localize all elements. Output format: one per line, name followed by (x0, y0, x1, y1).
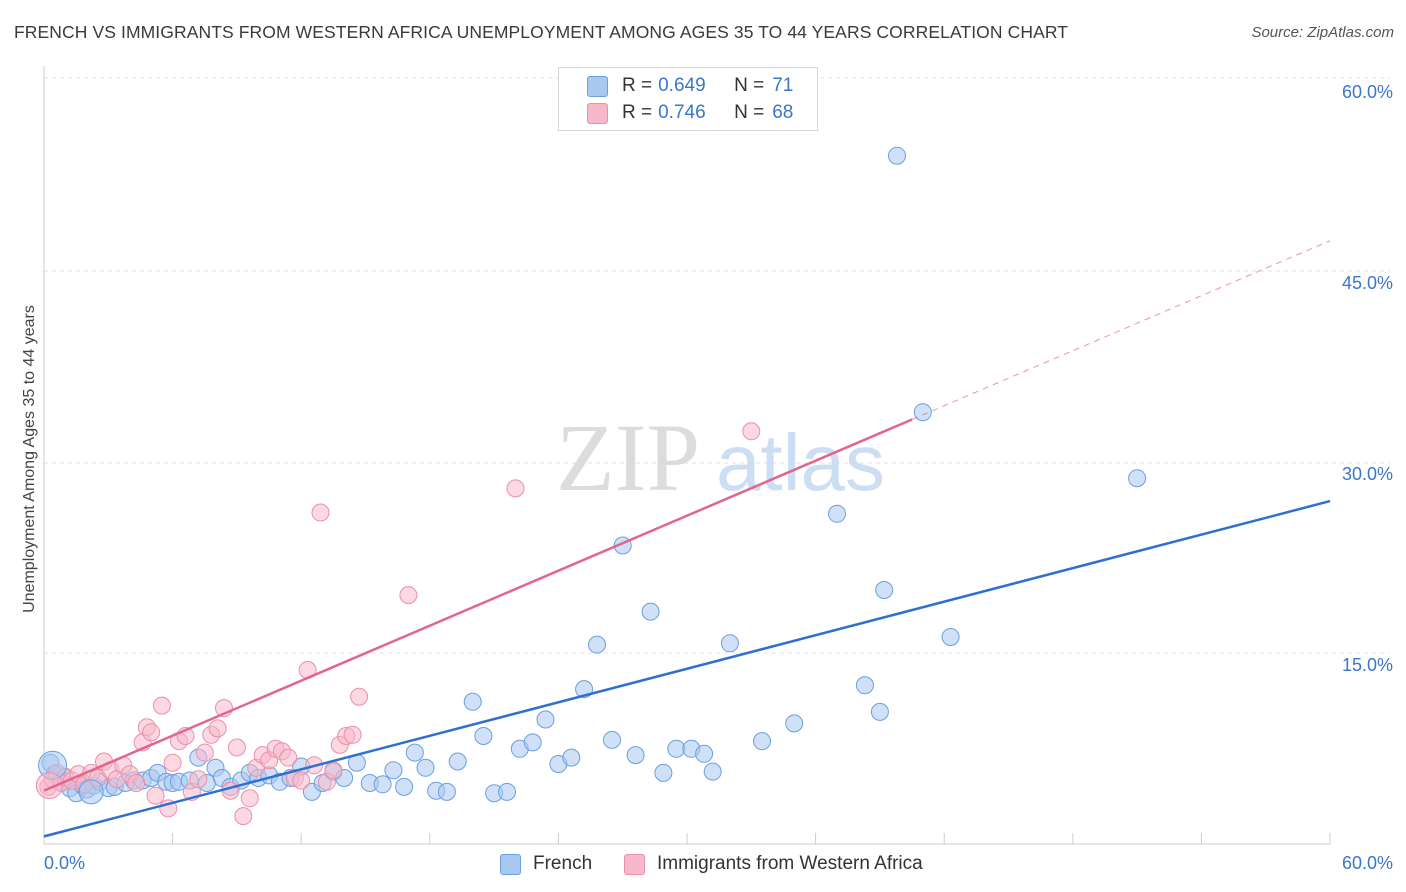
legend-n-label: N = (734, 102, 765, 123)
data-point-immigrants (195, 743, 214, 762)
legend-row-french: R = 0.649 N = 71 (587, 74, 793, 98)
data-point-french (463, 692, 482, 711)
bottom-legend-swatch-immigrants (624, 853, 645, 875)
data-point-french (395, 777, 414, 796)
data-point-french (654, 763, 673, 782)
legend-r-label: R = (622, 75, 653, 96)
x-tick-label: 60.0% (1342, 853, 1393, 873)
y-tick-label: 45.0% (1342, 273, 1393, 293)
chart-title: FRENCH VS IMMIGRANTS FROM WESTERN AFRICA… (14, 22, 1069, 42)
data-point-immigrants (324, 761, 343, 780)
data-point-french (913, 403, 932, 422)
watermark-zip: ZIP (556, 404, 700, 511)
legend-swatch-french (587, 75, 608, 97)
data-point-french (536, 710, 555, 729)
data-point-french (405, 743, 424, 762)
data-point-french (437, 782, 456, 801)
data-point-immigrants (240, 789, 259, 808)
data-point-immigrants (399, 586, 418, 605)
bottom-legend-french[interactable]: French (500, 852, 592, 876)
data-point-immigrants (146, 786, 165, 805)
y-tick-label: 60.0% (1342, 82, 1393, 102)
bottom-legend-label-immigrants: Immigrants from Western Africa (657, 853, 923, 874)
data-point-french (785, 714, 804, 733)
y-tick-label: 15.0% (1342, 655, 1393, 675)
legend-n-value: 68 (772, 102, 794, 123)
data-point-immigrants (208, 719, 227, 738)
data-point-immigrants (152, 696, 171, 715)
legend-swatch-immigrants (587, 102, 608, 124)
data-points (35, 146, 1147, 826)
data-point-immigrants (221, 781, 240, 800)
data-point-french (695, 744, 714, 763)
data-point-french (641, 602, 660, 621)
data-point-immigrants (189, 770, 208, 789)
data-point-immigrants (227, 738, 246, 757)
tick-labels: 15.0% 30.0% 45.0% 60.0% 0.0% 60.0% (44, 82, 1393, 873)
data-point-french (875, 581, 894, 599)
grid-lines (44, 77, 1390, 654)
data-point-immigrants (127, 774, 146, 792)
data-point-french (588, 635, 606, 654)
x-tick-label: 0.0% (44, 853, 85, 873)
legend-n-label: N = (734, 75, 765, 96)
trend-lines (43, 240, 1331, 838)
data-point-french (384, 761, 403, 780)
data-point-french (753, 732, 771, 751)
data-point-immigrants (279, 748, 298, 767)
data-point-french (474, 727, 493, 745)
legend-r-label: R = (622, 102, 653, 123)
data-point-immigrants (350, 687, 369, 706)
trend-line-immigrants-extension (911, 240, 1331, 420)
trend-line-french (43, 499, 1331, 838)
data-point-immigrants (343, 725, 362, 744)
source-credit: Source: ZipAtlas.com (1251, 24, 1394, 41)
data-point-french (703, 762, 722, 781)
data-point-french (603, 730, 621, 749)
data-point-immigrants (292, 771, 311, 790)
data-point-french (562, 748, 581, 767)
y-axis-label: Unemployment Among Ages 35 to 44 years (21, 305, 38, 613)
data-point-french (448, 752, 467, 771)
correlation-legend: R = 0.649 N = 71 R = 0.746 N = 68 (558, 67, 818, 131)
data-point-french (498, 782, 516, 801)
data-point-immigrants (234, 807, 253, 826)
bottom-legend-immigrants[interactable]: Immigrants from Western Africa (624, 852, 923, 876)
data-point-french (626, 746, 645, 765)
data-point-immigrants (142, 723, 161, 742)
data-point-french (1128, 469, 1147, 488)
legend-r-value: 0.746 (658, 102, 706, 123)
data-point-french (870, 702, 889, 721)
legend-r-value: 0.649 (658, 75, 706, 96)
data-point-french (78, 779, 104, 805)
data-point-immigrants (506, 479, 525, 498)
data-point-french (720, 634, 739, 653)
data-point-immigrants (311, 503, 330, 522)
data-point-immigrants (742, 422, 761, 441)
trend-line-immigrants (43, 418, 913, 792)
data-point-french (667, 739, 686, 758)
data-point-french (888, 146, 906, 165)
data-point-french (828, 504, 846, 523)
bottom-legend-label-french: French (533, 853, 593, 874)
legend-row-immigrants: R = 0.746 N = 68 (587, 101, 793, 125)
data-point-french (416, 758, 435, 777)
data-point-french (941, 628, 960, 646)
data-point-french (373, 775, 392, 794)
data-point-immigrants (163, 753, 182, 772)
axes (43, 66, 1331, 845)
y-tick-label: 30.0% (1342, 464, 1393, 484)
data-point-french (523, 733, 542, 752)
data-point-french (855, 676, 874, 695)
bottom-legend-swatch-french (500, 853, 521, 875)
legend-n-value: 71 (772, 75, 794, 96)
data-point-immigrants (35, 772, 63, 800)
